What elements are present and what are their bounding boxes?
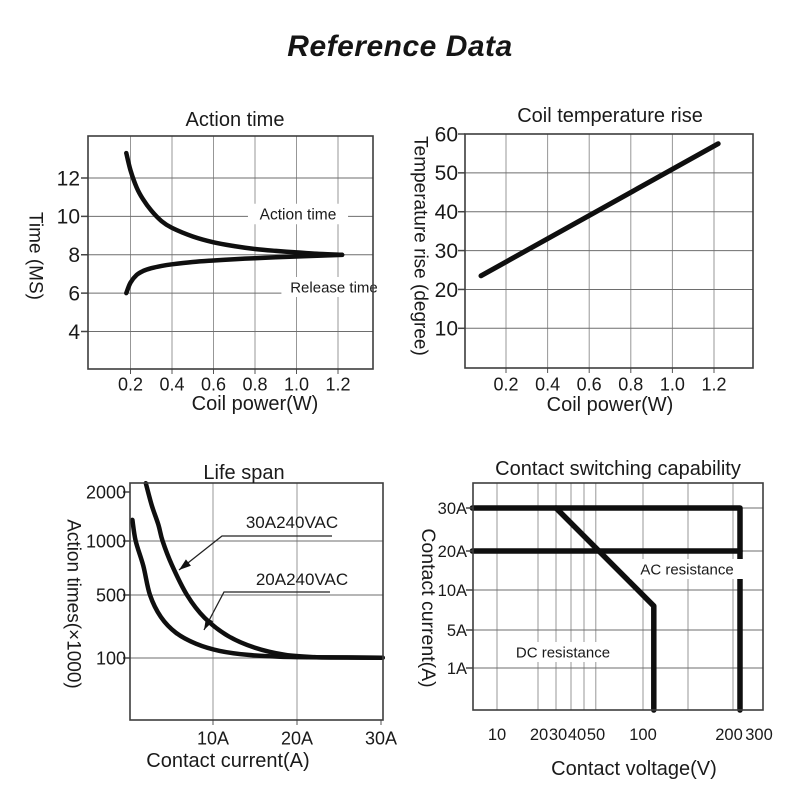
chart-title: Contact switching capability <box>495 458 741 480</box>
annotation-20a240vac: 20A240VAC <box>256 570 348 589</box>
x-tick-label: 40 <box>568 726 586 744</box>
chart-title: Coil temperature rise <box>517 105 703 127</box>
chart-title: Life span <box>203 462 284 484</box>
x-tick-label: 100 <box>629 726 657 744</box>
y-axis-title: Action times(×1000) <box>62 519 83 689</box>
plot-border <box>472 482 764 711</box>
x-tick-label: 20 <box>530 726 548 744</box>
y-tick-label: 500 <box>96 585 126 605</box>
y-tick-label: 4 <box>68 321 80 344</box>
x-tick-label: 300 <box>745 726 773 744</box>
y-tick-label: 6 <box>68 282 80 305</box>
x-tick-label: 50 <box>587 726 605 744</box>
x-tick-label: 0.2 <box>118 374 143 394</box>
x-tick-label: 1.2 <box>325 374 350 394</box>
plot-border <box>464 133 754 369</box>
y-tick-label: 8 <box>68 244 80 267</box>
y-tick-label: 60 <box>435 123 458 146</box>
annotation-backdrop <box>506 642 620 662</box>
curve-action-time <box>124 150 345 258</box>
annotation-backdrop <box>247 203 349 225</box>
y-tick-label: 2000 <box>86 482 126 502</box>
annotation-backdrop <box>281 277 387 297</box>
y-tick-label: 50 <box>435 162 458 185</box>
x-axis-title: Coil power(W) <box>547 394 674 416</box>
x-tick-label: 30 <box>549 726 567 744</box>
x-tick-label: 20A <box>281 728 313 748</box>
y-tick-label: 20 <box>435 279 458 302</box>
y-tick-label: 30 <box>435 240 458 263</box>
leader-arrowhead <box>179 559 191 570</box>
x-axis-title: Coil power(W) <box>192 393 319 415</box>
curve-temperature-rise <box>478 141 721 279</box>
x-tick-label: 1.0 <box>660 374 685 394</box>
x-axis-title: Contact current(A) <box>146 750 309 772</box>
grid-lines <box>465 133 753 368</box>
chart-life-span: 30A240VAC 20A240VAC 100 500 1000 2000 10A 20A 30… <box>62 462 397 772</box>
chart-contact-switching-capability: AC resistance DC resistance 1A 5A 10A 20A 30A 1… <box>417 458 773 780</box>
plot-border <box>129 482 384 721</box>
y-axis-title: Time (MS) <box>24 212 45 300</box>
x-tick-label: 10A <box>197 728 229 748</box>
x-tick-label: 0.4 <box>535 374 560 394</box>
x-tick-label: 200 <box>715 726 743 744</box>
y-tick-label: 30A <box>438 500 467 518</box>
x-tick-label: 0.4 <box>159 374 184 394</box>
annotation-dc-resistance: DC resistance <box>516 644 610 661</box>
curve-dc-resistance-limit <box>553 505 657 713</box>
y-tick-label: 100 <box>96 648 126 668</box>
x-tick-label: 0.6 <box>201 374 226 394</box>
annotation-action-time: Action time <box>260 206 337 223</box>
x-tick-label: 0.2 <box>493 374 518 394</box>
x-tick-label: 1.0 <box>284 374 309 394</box>
y-tick-label: 10A <box>438 582 467 600</box>
x-tick-label: 0.8 <box>618 374 643 394</box>
y-tick-label: 1A <box>447 660 467 678</box>
curve-20a240vac <box>130 517 385 660</box>
plot-border <box>87 135 374 370</box>
annotation-backdrop <box>630 559 744 579</box>
page-title: Reference Data <box>287 30 513 63</box>
y-tick-label: 10 <box>435 318 458 341</box>
leader-arrowhead <box>204 617 214 630</box>
leader-line <box>178 535 332 571</box>
y-tick-label: 20A <box>438 543 467 561</box>
y-axis-title: Temperature rise (degree) <box>409 136 430 356</box>
chart-action-time: Action time Release time 4 6 8 10 12 0.2 0.4 0.6 0… <box>24 109 387 415</box>
leader-line <box>203 591 330 631</box>
y-tick-label: 5A <box>447 622 467 640</box>
y-axis-title: Contact current(A) <box>417 528 439 687</box>
chart-title: Action time <box>186 109 285 131</box>
x-axis-title: Contact voltage(V) <box>551 758 717 780</box>
y-tick-label: 12 <box>57 167 80 190</box>
chart-coil-temperature-rise: 10 20 30 40 50 60 0.2 0.4 0.6 0.8 1.0 1.2 Coil tempe… <box>409 105 754 416</box>
x-tick-label: 0.6 <box>577 374 602 394</box>
y-tick-label: 10 <box>57 206 80 229</box>
annotation-ac-resistance: AC resistance <box>640 561 733 578</box>
y-tick-label: 40 <box>435 201 458 224</box>
annotation-30a240vac: 30A240VAC <box>246 513 338 532</box>
x-tick-label: 1.2 <box>701 374 726 394</box>
x-tick-label: 30A <box>365 728 397 748</box>
curve-ac-resistance-limit-30a <box>469 505 743 713</box>
grid-lines <box>473 483 763 710</box>
x-tick-label: 0.8 <box>242 374 267 394</box>
annotation-release-time: Release time <box>290 279 378 296</box>
y-tick-label: 1000 <box>86 531 126 551</box>
x-tick-label: 10 <box>488 726 506 744</box>
curve-release-time <box>124 252 345 296</box>
